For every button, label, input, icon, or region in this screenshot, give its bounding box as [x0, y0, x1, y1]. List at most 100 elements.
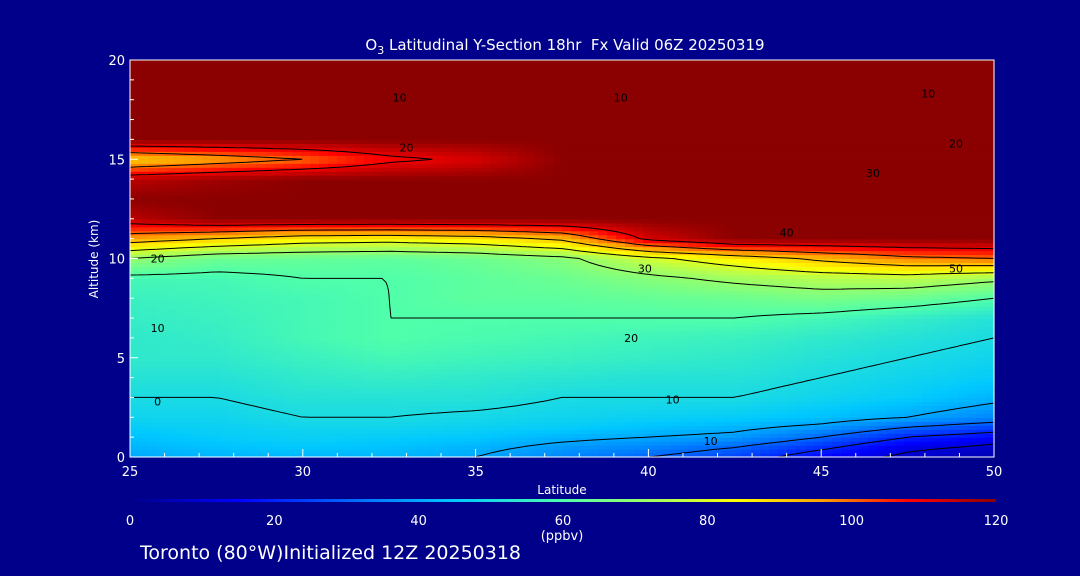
heatmap-cell — [184, 357, 194, 363]
heatmap-cell — [841, 278, 851, 283]
heatmap-cell — [760, 294, 770, 299]
heatmap-cell — [346, 337, 356, 343]
heatmap-cell — [400, 266, 410, 272]
heatmap-cell — [427, 314, 437, 319]
heatmap-cell — [319, 314, 329, 319]
heatmap-cell — [409, 393, 419, 399]
heatmap-cell — [778, 310, 788, 315]
heatmap-cell — [211, 353, 221, 359]
heatmap-cell — [526, 405, 536, 410]
heatmap-cell — [337, 262, 347, 268]
heatmap-cell — [355, 318, 365, 323]
heatmap-cell — [409, 258, 419, 264]
heatmap-cell — [625, 433, 635, 438]
heatmap-cell — [391, 322, 401, 327]
heatmap-cell — [211, 401, 221, 406]
heatmap-cell — [913, 401, 923, 406]
heatmap-cell — [697, 322, 707, 327]
heatmap-cell — [535, 258, 545, 264]
heatmap-cell — [742, 421, 752, 426]
heatmap-cell — [625, 365, 635, 371]
heatmap-cell — [877, 405, 887, 410]
heatmap-cell — [220, 385, 230, 391]
heatmap-cell — [256, 369, 266, 375]
heatmap-cell — [436, 286, 446, 291]
heatmap-cell — [688, 401, 698, 406]
heatmap-cell — [760, 302, 770, 307]
heatmap-cell — [715, 306, 725, 311]
heatmap-cell — [139, 325, 149, 331]
heatmap-cell — [643, 397, 653, 403]
heatmap-cell — [211, 250, 221, 256]
heatmap-cell — [868, 361, 878, 367]
heatmap-cell — [526, 337, 536, 343]
heatmap-cell — [472, 341, 482, 347]
heatmap-cell — [229, 413, 239, 418]
heatmap-cell — [274, 306, 284, 311]
heatmap-cell — [724, 274, 734, 279]
heatmap-cell — [724, 250, 734, 256]
heatmap-cell — [697, 361, 707, 367]
heatmap-cell — [346, 266, 356, 272]
heatmap-cell — [895, 441, 905, 446]
heatmap-cell — [193, 349, 203, 355]
heatmap-cell — [283, 445, 293, 450]
heatmap-cell — [706, 449, 716, 454]
heatmap-cell — [625, 310, 635, 315]
heatmap-cell — [904, 302, 914, 307]
heatmap-cell — [985, 325, 995, 331]
heatmap-cell — [175, 341, 185, 347]
heatmap-cell — [175, 337, 185, 343]
heatmap-cell — [769, 393, 779, 399]
heatmap-cell — [139, 425, 149, 430]
heatmap-cell — [859, 353, 869, 359]
heatmap-cell — [445, 377, 455, 383]
heatmap-cell — [427, 373, 437, 379]
heatmap-cell — [436, 322, 446, 327]
heatmap-cell — [508, 409, 518, 414]
heatmap-cell — [571, 369, 581, 375]
heatmap-cell — [652, 298, 662, 303]
heatmap-cell — [328, 329, 338, 335]
heatmap-cell — [832, 361, 842, 367]
heatmap-cell — [589, 437, 599, 442]
heatmap-cell — [175, 401, 185, 406]
heatmap-cell — [238, 250, 248, 256]
heatmap-cell — [256, 377, 266, 383]
heatmap-cell — [517, 254, 527, 260]
heatmap-cell — [931, 441, 941, 446]
heatmap-cell — [607, 425, 617, 430]
heatmap-cell — [508, 437, 518, 442]
heatmap-cell — [283, 341, 293, 347]
heatmap-cell — [580, 274, 590, 279]
heatmap-cell — [409, 445, 419, 450]
heatmap-cell — [958, 294, 968, 299]
heatmap-cell — [724, 349, 734, 355]
heatmap-cell — [760, 349, 770, 355]
heatmap-cell — [463, 441, 473, 446]
heatmap-cell — [985, 417, 995, 422]
heatmap-cell — [436, 345, 446, 351]
heatmap-cell — [517, 302, 527, 307]
heatmap-cell — [544, 290, 554, 295]
heatmap-cell — [265, 258, 275, 264]
heatmap-cell — [391, 433, 401, 438]
heatmap-cell — [805, 421, 815, 426]
heatmap-cell — [859, 329, 869, 335]
heatmap-cell — [616, 294, 626, 299]
heatmap-cell — [661, 254, 671, 260]
heatmap-cell — [589, 449, 599, 454]
heatmap-cell — [202, 333, 212, 339]
heatmap-cell — [346, 437, 356, 442]
heatmap-cell — [814, 429, 824, 434]
heatmap-cell — [688, 306, 698, 311]
heatmap-cell — [202, 357, 212, 363]
heatmap-cell — [328, 417, 338, 422]
heatmap-cell — [310, 298, 320, 303]
heatmap-cell — [346, 274, 356, 279]
heatmap-cell — [193, 373, 203, 379]
heatmap-cell — [256, 393, 266, 399]
heatmap-cell — [490, 298, 500, 303]
heatmap-cell — [166, 302, 176, 307]
heatmap-cell — [463, 389, 473, 395]
